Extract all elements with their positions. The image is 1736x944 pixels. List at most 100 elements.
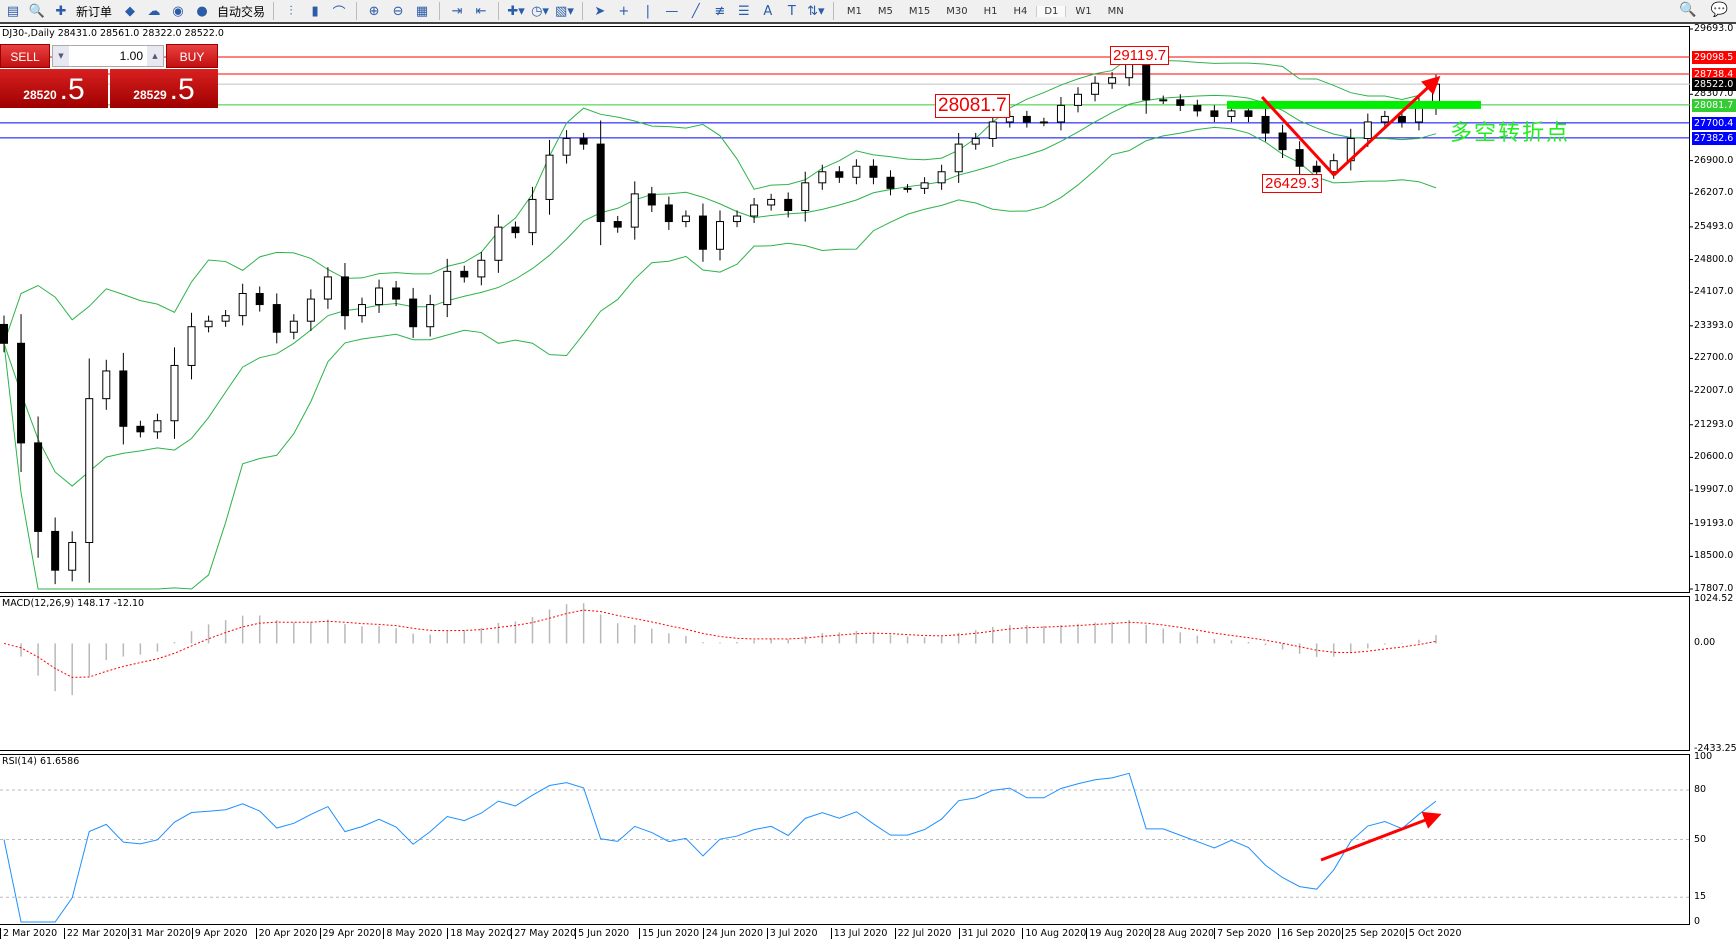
buy-button[interactable]: BUY [166, 44, 218, 68]
timeframe-m5[interactable]: M5 [877, 5, 893, 17]
profiles-icon[interactable]: 🔍 [28, 3, 46, 19]
candle-body [1261, 115, 1270, 134]
candle-body [1244, 110, 1253, 117]
chart-shift-icon[interactable]: ⇤ [475, 3, 487, 19]
autoscroll-icon[interactable]: ⇥ [451, 3, 463, 19]
macd-pane[interactable] [0, 596, 1690, 751]
zoom-out-icon[interactable]: ⊖ [392, 3, 404, 19]
candle-body [579, 138, 588, 145]
date-label: 31 Jul 2020 [958, 928, 1015, 939]
candle-body [1397, 115, 1406, 123]
candle-body [306, 298, 315, 322]
bar-chart-icon[interactable]: ⫶ [289, 3, 293, 19]
crosshair-icon[interactable]: + [618, 3, 630, 19]
zoom-in-icon[interactable]: ⊕ [368, 3, 380, 19]
candle-body [801, 182, 810, 211]
price-tick-label: 26900.0 [1694, 154, 1734, 166]
candle-body [835, 171, 844, 178]
auto-trading-button[interactable]: 自动交易 [217, 4, 266, 19]
timeframe-h1[interactable]: H1 [983, 5, 998, 17]
separator [273, 2, 275, 20]
date-label: 7 Sep 2020 [1214, 928, 1271, 939]
trendline-icon[interactable]: ╱ [691, 3, 700, 19]
timeframe-m1[interactable]: M1 [846, 5, 862, 17]
candle-body [1329, 160, 1338, 173]
macd-axis-label: 0.00 [1694, 637, 1716, 649]
one-click-trading-panel: SELL ▼ 1.00 ▲ BUY 28520.5 28529.5 [0, 44, 218, 108]
metaeditor-icon[interactable]: ◆ [125, 3, 136, 19]
price-tick-label: 17807.0 [1694, 583, 1734, 594]
new-chart-icon[interactable]: ▤ [6, 3, 20, 19]
new-order-icon[interactable]: ✚ [55, 3, 67, 19]
search-icon[interactable]: 🔍 [1679, 2, 1697, 18]
candle-body [238, 292, 247, 317]
lot-size-input[interactable]: ▼ 1.00 ▲ [52, 45, 164, 67]
candlestick-icon[interactable]: ▮ [311, 3, 319, 19]
separator [581, 2, 583, 20]
candle-body [664, 204, 673, 223]
date-label: 2 Mar 2020 [0, 928, 57, 939]
cursor-icon[interactable]: ➤ [594, 3, 606, 19]
lot-decrease-icon[interactable]: ▼ [53, 46, 69, 66]
sell-price[interactable]: 28520.5 [0, 69, 108, 108]
candle-body [375, 287, 384, 306]
up-arrow [1332, 75, 1441, 177]
candle-body [886, 176, 895, 189]
pivot-text: 多空转折点 [1450, 121, 1571, 146]
fibo-fan-icon[interactable]: ☰ [738, 3, 750, 19]
chart-title: DJ30-,Daily 28431.0 28561.0 28322.0 2852… [2, 28, 224, 39]
buy-price[interactable]: 28529.5 [110, 69, 218, 108]
price-chart-pane[interactable] [0, 26, 1690, 593]
price-tick-label: 19907.0 [1694, 484, 1734, 496]
bollinger-middle [3, 94, 1437, 487]
level-price-label: 28522.0 [1692, 78, 1736, 92]
price-tick-label: 22007.0 [1694, 385, 1734, 397]
data-folder-icon[interactable]: ☁ [147, 3, 161, 19]
line-chart-icon[interactable]: ⌒ [332, 5, 346, 21]
candle-body [255, 292, 264, 306]
sell-button[interactable]: SELL [0, 44, 50, 68]
text-icon[interactable]: A [763, 3, 773, 19]
templates-icon[interactable]: ▧▾ [555, 3, 574, 19]
vertical-line-icon[interactable]: | [645, 3, 651, 19]
candle-body [716, 221, 724, 250]
timeframe-w1[interactable]: W1 [1075, 5, 1092, 17]
periods-icon[interactable]: ◷▾ [531, 3, 549, 19]
date-label: 13 Jul 2020 [830, 928, 887, 939]
indicators-icon[interactable]: ✚▾ [507, 3, 525, 19]
candle-body [409, 298, 418, 328]
text-label-icon[interactable]: T [787, 3, 796, 19]
horizontal-line-icon[interactable]: — [665, 3, 679, 19]
timeframe-mn[interactable]: MN [1107, 5, 1124, 17]
date-label: 25 Sep 2020 [1341, 928, 1405, 939]
candle-body [204, 320, 213, 328]
timeframe-m15[interactable]: M15 [908, 5, 931, 17]
new-order-button[interactable]: 新订单 [76, 4, 113, 19]
candle-body [153, 420, 162, 433]
rsi-pane[interactable] [0, 754, 1690, 925]
level-price-label: 29098.5 [1692, 51, 1736, 64]
auto-trading-icon[interactable]: ● [196, 3, 208, 19]
lot-value[interactable]: 1.00 [119, 49, 143, 63]
signals-icon[interactable]: ◉ [172, 3, 184, 19]
price-tick-label: 21293.0 [1694, 418, 1734, 430]
toolbar-right: 🔍 💬 [1679, 2, 1728, 18]
date-label: 9 Apr 2020 [191, 928, 247, 939]
lot-increase-icon[interactable]: ▲ [147, 46, 163, 66]
level-price-label: 27700.4 [1692, 116, 1736, 130]
candle-body [51, 530, 60, 571]
rsi-axis-label: 50 [1694, 833, 1707, 845]
tile-windows-icon[interactable]: ▦ [415, 3, 429, 19]
arrows-icon[interactable]: ⇅▾ [807, 3, 825, 19]
fibonacci-icon[interactable]: ≢ [714, 3, 726, 19]
timeframe-m30[interactable]: M30 [946, 5, 968, 17]
candle-body [34, 442, 43, 532]
level-price-label: 28081.7 [1692, 98, 1736, 112]
timeframe-h4[interactable]: H4 [1013, 5, 1028, 17]
candle-body [988, 121, 997, 140]
chat-icon[interactable]: 💬 [1710, 2, 1728, 18]
candle-body [920, 182, 929, 189]
sell-price-pips: .5 [59, 73, 85, 106]
timeframe-d1[interactable]: D1 [1036, 5, 1067, 17]
rsi-line [3, 772, 1437, 923]
